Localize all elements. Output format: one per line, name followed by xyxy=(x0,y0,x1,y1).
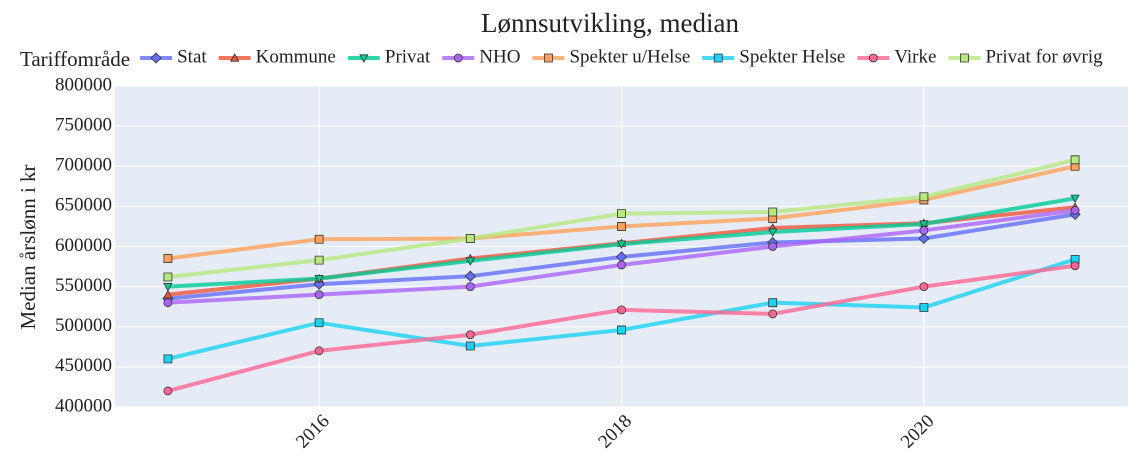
marker xyxy=(617,325,626,335)
marker xyxy=(314,274,324,284)
chart-title: Lønnsutvikling, median xyxy=(481,8,739,38)
marker xyxy=(713,53,723,63)
marker xyxy=(768,228,778,237)
marker xyxy=(359,54,369,63)
marker xyxy=(163,254,173,263)
x-tick-label: 2018 xyxy=(594,411,636,453)
marker xyxy=(918,232,930,245)
marker xyxy=(1070,205,1080,215)
marker xyxy=(919,226,929,235)
marker xyxy=(616,240,627,249)
marker xyxy=(617,222,626,231)
marker xyxy=(150,52,162,64)
marker xyxy=(314,290,324,300)
marker xyxy=(768,242,778,251)
marker xyxy=(768,309,778,319)
x-tick-label: 2016 xyxy=(292,411,334,453)
marker xyxy=(960,53,969,63)
legend-item: Kommune xyxy=(218,46,336,67)
marker xyxy=(617,209,626,218)
y-tick-label: 400000 xyxy=(55,395,112,416)
marker xyxy=(314,346,324,356)
legend-label: Kommune xyxy=(256,46,336,67)
marker xyxy=(919,192,929,202)
y-tick-label: 650000 xyxy=(55,195,112,216)
legend-item: Stat xyxy=(140,46,207,67)
marker xyxy=(465,282,475,292)
legend-label: Stat xyxy=(177,46,207,67)
marker xyxy=(314,318,324,328)
marker xyxy=(163,298,173,308)
legend-label: Privat xyxy=(385,46,431,67)
legend-item: Spekter u/Helse xyxy=(532,46,690,67)
marker xyxy=(768,298,778,308)
legend-label: NHO xyxy=(479,46,520,67)
marker xyxy=(617,260,626,270)
y-tick-label: 700000 xyxy=(55,155,112,176)
legend-item: Virke xyxy=(857,46,936,67)
marker xyxy=(163,354,173,364)
marker xyxy=(544,53,553,63)
marker xyxy=(163,272,173,282)
marker xyxy=(617,305,626,315)
marker xyxy=(314,255,324,265)
y-tick-label: 750000 xyxy=(55,114,112,135)
legend-label: Spekter Helse xyxy=(739,46,845,67)
marker xyxy=(464,270,476,282)
x-tick-label: 2020 xyxy=(897,411,939,453)
marker xyxy=(465,330,475,340)
legend-item: Privat xyxy=(347,46,431,67)
marker xyxy=(314,234,324,244)
marker xyxy=(465,234,475,243)
marker xyxy=(1070,261,1080,271)
marker xyxy=(868,53,878,63)
marker xyxy=(453,53,463,63)
legend-label: Privat for øvrig xyxy=(985,46,1103,67)
marker xyxy=(1070,155,1080,165)
marker xyxy=(919,303,929,312)
y-tick-label: 450000 xyxy=(55,355,112,376)
legend-label: Spekter u/Helse xyxy=(569,46,690,67)
marker xyxy=(768,207,778,217)
marker xyxy=(1070,194,1080,204)
marker xyxy=(163,386,173,396)
marker xyxy=(1070,254,1080,264)
y-tick-label: 500000 xyxy=(55,315,112,336)
legend-item: NHO xyxy=(442,46,520,67)
marker xyxy=(163,283,173,292)
marker xyxy=(465,257,475,266)
marker xyxy=(229,53,240,62)
y-tick-label: 550000 xyxy=(55,275,112,296)
marker xyxy=(919,282,929,292)
y-tick-label: 800000 xyxy=(55,74,112,95)
legend-item: Spekter Helse xyxy=(702,46,845,67)
y-axis-label: Median årslønn i kr xyxy=(16,164,40,329)
legend-label: Virke xyxy=(894,46,936,67)
marker xyxy=(163,289,173,299)
legend-title: Tariffområde xyxy=(20,47,130,71)
y-tick-label: 600000 xyxy=(55,235,112,256)
marker xyxy=(465,341,475,351)
marker xyxy=(919,220,929,229)
legend-item: Privat for øvrig xyxy=(948,46,1103,67)
